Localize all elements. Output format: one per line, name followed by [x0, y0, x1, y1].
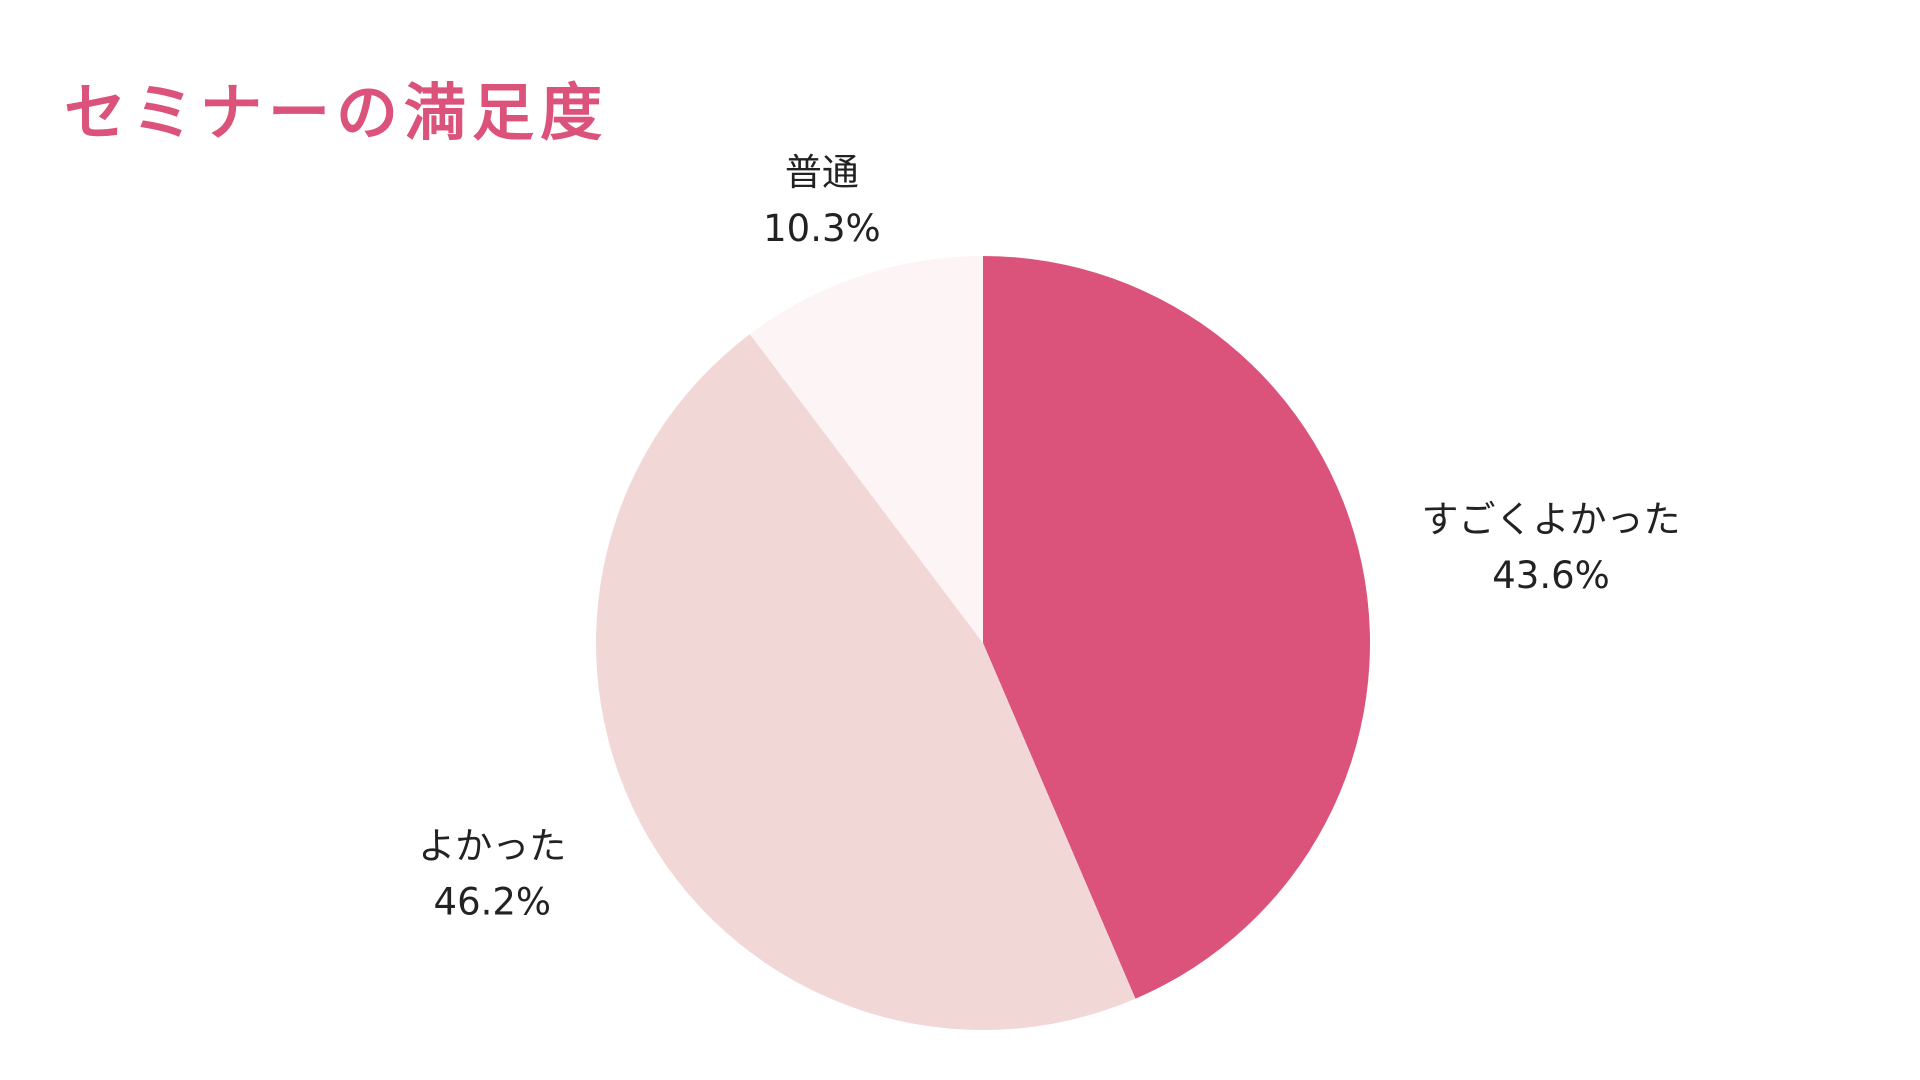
pie-slice: [983, 256, 1371, 999]
slice-label: よかった: [418, 825, 566, 868]
slice-label: すごくよかった: [1422, 498, 1681, 541]
pie-slice: [595, 334, 1136, 1030]
slice-value-label: 46.2%: [434, 881, 552, 924]
slice-label: 普通: [785, 151, 859, 194]
slice-value-label: 10.3%: [763, 207, 881, 250]
pie-slice: [749, 256, 983, 643]
chart-title: セミナーの満足度: [64, 76, 608, 149]
slice-value-label: 43.6%: [1492, 554, 1610, 597]
